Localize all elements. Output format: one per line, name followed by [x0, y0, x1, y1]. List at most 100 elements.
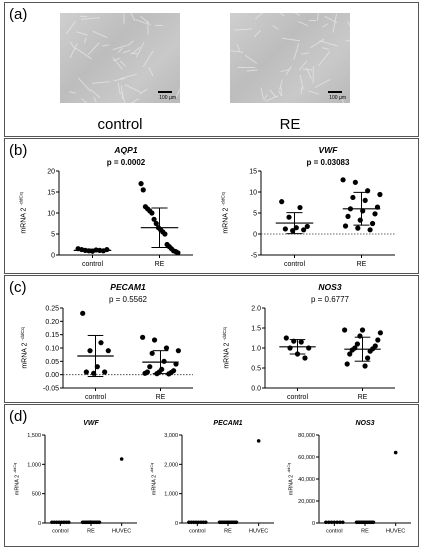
cell-texture: [293, 13, 300, 16]
cell-texture: [89, 88, 100, 98]
data-point: [347, 351, 353, 357]
cell-texture: [154, 25, 164, 27]
y-axis-label-superscript: -ddCq: [19, 192, 25, 206]
cell-texture: [87, 42, 100, 55]
micrograph-control: 100 µm: [60, 13, 180, 103]
x-tick-label: control: [85, 394, 106, 401]
cell-texture: [143, 50, 155, 67]
data-point: [91, 370, 97, 376]
y-tick-label: 2,000: [164, 462, 178, 468]
data-point: [326, 520, 331, 525]
chart-title: VWF: [319, 145, 339, 155]
y-tick-label: 0.20: [45, 319, 59, 326]
chart-aqp1: AQP1 p = 0.0002 0 5 10 15 20 mRNA 2 -ddCq contro…: [19, 145, 193, 268]
data-point: [161, 358, 167, 364]
y-tick-label: 0: [175, 521, 178, 527]
cell-texture: [322, 47, 330, 51]
y-tick-label: -0.05: [43, 385, 59, 392]
cell-texture: [281, 38, 300, 42]
y-axis-label-superscript: -ddCq: [150, 463, 154, 473]
data-point: [94, 364, 100, 370]
cell-texture: [319, 40, 339, 47]
y-axis-label-superscript: -ddCq: [221, 192, 227, 206]
cell-texture: [125, 83, 142, 93]
chart-subtitle: p = 0.6777: [311, 295, 350, 304]
data-point: [149, 210, 155, 216]
data-point: [365, 355, 371, 361]
data-point: [97, 520, 102, 525]
panel-a-label: (a): [9, 6, 28, 23]
cell-texture: [69, 91, 77, 95]
cell-texture: [318, 50, 331, 67]
panel-d-label: (d): [9, 408, 28, 425]
x-tick-label: RE: [357, 261, 367, 268]
data-point: [151, 216, 157, 222]
chart-title: PECAM1: [110, 282, 146, 292]
data-point: [283, 335, 289, 341]
cell-texture: [123, 13, 125, 24]
scale-bar-label: 100 µm: [329, 95, 346, 101]
y-tick-label: 0.25: [45, 305, 59, 312]
panel-b-label: (b): [9, 142, 28, 159]
x-tick-label: control: [287, 394, 308, 401]
data-point: [153, 220, 159, 227]
chart-subtitle: p = 0.03083: [307, 158, 350, 167]
chart-title: PECAM1: [213, 420, 242, 427]
y-tick-label: 1.5: [251, 325, 261, 332]
scale-bar: [328, 91, 342, 93]
data-point: [355, 225, 361, 231]
y-tick-label: 1,000: [27, 462, 41, 468]
y-axis-label-superscript: -ddCq: [20, 327, 26, 341]
chart-nos3-huvec: NOS3 0 20,000 40,000 60,000 80,000 mRNA 2 -ddC…: [287, 420, 411, 535]
cell-texture: [84, 37, 88, 45]
cell-texture: [317, 13, 320, 21]
y-tick-label: 0.10: [45, 345, 59, 352]
cell-texture: [102, 43, 110, 47]
data-point: [359, 327, 366, 333]
data-point: [332, 520, 337, 525]
x-tick-label: control: [52, 529, 69, 535]
data-point: [83, 369, 89, 375]
data-point: [297, 204, 303, 211]
data-point: [342, 327, 348, 333]
cell-texture: [246, 69, 258, 72]
x-tick-label: RE: [224, 529, 232, 535]
cell-texture: [279, 13, 286, 17]
y-tick-label: 0: [38, 521, 41, 527]
data-point: [344, 361, 350, 367]
y-axis-label-superscript: -ddCq: [13, 463, 17, 473]
x-tick-label: RE: [358, 394, 368, 401]
chart-nos3: NOS3 p = 0.6777 0.0 0.5 1.0 1.5 2.0 mRNA 2 -ddC…: [222, 282, 395, 401]
micrograph-re: 100 µm: [230, 13, 350, 103]
cell-texture: [308, 20, 317, 22]
data-point: [287, 345, 293, 351]
data-point: [104, 246, 110, 253]
y-tick-label: 5: [51, 231, 55, 238]
data-point: [138, 181, 144, 187]
y-axis-label: mRNA 2 -ddCq: [20, 327, 29, 369]
cell-texture: [77, 77, 91, 93]
cell-texture: [175, 83, 180, 99]
panel-c: (c) PECAM1 p = 0.5562 -0.05 0.00 0.05 0.10 0.1…: [4, 275, 419, 403]
data-point: [57, 520, 61, 525]
data-point: [142, 370, 148, 376]
cell-texture: [254, 29, 262, 37]
x-tick-label: control: [82, 261, 103, 268]
cell-texture: [254, 13, 264, 20]
y-tick-label: 40,000: [298, 477, 315, 483]
cell-texture: [76, 31, 89, 36]
data-point: [367, 227, 373, 233]
chart-title: AQP1: [113, 145, 137, 155]
cell-texture: [293, 43, 300, 60]
data-point: [357, 217, 363, 223]
chart-subtitle: p = 0.0002: [107, 158, 146, 167]
micrograph-caption-control: control: [97, 116, 143, 133]
cell-texture: [81, 97, 92, 103]
cell-texture: [345, 39, 350, 41]
cell-texture: [92, 81, 111, 84]
data-point: [279, 199, 285, 205]
data-point: [342, 223, 349, 229]
data-point: [151, 337, 158, 343]
x-tick-label: HUVEC: [112, 529, 131, 535]
